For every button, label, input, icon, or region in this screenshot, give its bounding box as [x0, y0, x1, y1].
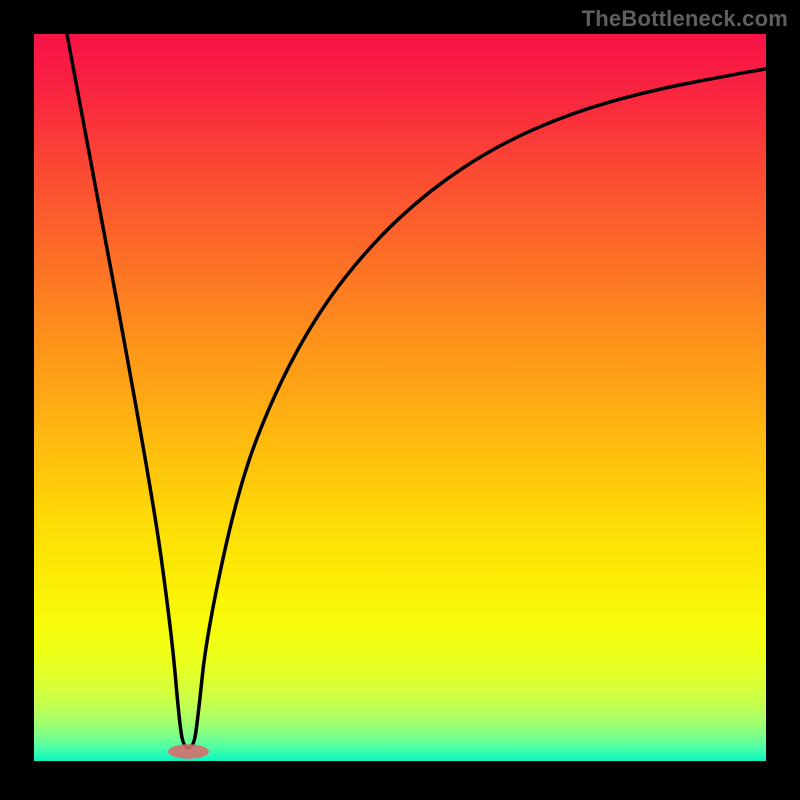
- chart-svg: [34, 34, 766, 761]
- gradient-background: [34, 34, 766, 761]
- plot-area: [34, 34, 766, 761]
- optimal-marker: [168, 744, 209, 759]
- watermark-text: TheBottleneck.com: [582, 6, 788, 32]
- chart-frame: TheBottleneck.com: [0, 0, 800, 800]
